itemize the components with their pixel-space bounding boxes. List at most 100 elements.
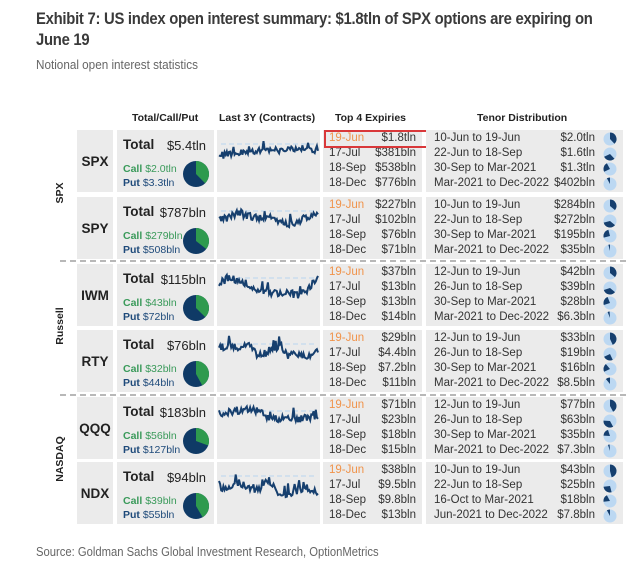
tenor-pie-slice xyxy=(605,377,610,384)
tenor-pie-slice xyxy=(603,363,610,372)
tenor-value: $16bln xyxy=(560,362,595,374)
expiry-value: $7.2bln xyxy=(378,362,416,374)
tenor-value: $2.0tln xyxy=(560,132,595,144)
sparkline-chart xyxy=(218,207,319,229)
call-line: Call $32bln xyxy=(123,363,177,375)
tenor-share-pie xyxy=(603,229,617,243)
sparkline-cell xyxy=(217,462,320,524)
sparkline-chart xyxy=(218,272,319,300)
tenor-share-pie xyxy=(603,464,617,478)
call-label: Call xyxy=(123,297,143,309)
tenor-range: 12-Jun to 19-Jun xyxy=(434,332,521,344)
tenor-value: $1.3tln xyxy=(560,162,595,174)
put-label: Put xyxy=(123,177,140,189)
expiry-row: 18-Sep $18bln xyxy=(329,429,416,443)
tenor-share-pie xyxy=(603,132,617,146)
tenor-range: 26-Jun to 18-Sep xyxy=(434,281,523,293)
tenor-pie-slice xyxy=(606,177,610,184)
call-label: Call xyxy=(123,163,143,175)
tenor-value: $18bln xyxy=(560,494,595,506)
expiry-value: $9.5bln xyxy=(378,479,416,491)
pie-call-slice xyxy=(196,161,210,184)
tenor-row: Mar-2021 to Dec-2022 $8.5bln xyxy=(434,377,617,391)
tenor-value: $33bln xyxy=(560,332,595,344)
total-label: Total xyxy=(123,271,155,286)
expiry-value: $23bln xyxy=(381,414,416,426)
tenor-value: $195bln xyxy=(554,229,595,241)
tenor-pie-slice xyxy=(603,420,614,428)
call-value: $32bln xyxy=(145,363,177,375)
call-label: Call xyxy=(123,230,143,242)
tenor-pie-slice xyxy=(607,444,610,451)
tenor-range: 22-Jun to 18-Sep xyxy=(434,479,523,491)
tenor-share-pie xyxy=(603,377,617,391)
pie-call-slice xyxy=(196,428,209,446)
tenor-range: 10-Jun to 19-Jun xyxy=(434,199,521,211)
top-expiries-cell: 19-Jun $38bln 17-Jul $9.5bln 18-Sep $9.8… xyxy=(323,462,422,524)
expiry-row: 18-Sep $76bln xyxy=(329,229,416,243)
total-call-put-cell: Total $183bln Call $56bln Put $127bln xyxy=(117,397,214,459)
tenor-value: $43bln xyxy=(560,464,595,476)
tenor-row: 26-Jun to 18-Sep $39bln xyxy=(434,281,617,295)
total-call-put-cell: Total $76bln Call $32bln Put $44bln xyxy=(117,330,214,392)
tenor-row: 30-Sep to Mar-2021 $35bln xyxy=(434,429,617,443)
tenor-value: $272bln xyxy=(554,214,595,226)
tenor-row: 22-Jun to 18-Sep $1.6tln xyxy=(434,147,617,161)
tenor-range: 30-Sep to Mar-2021 xyxy=(434,429,537,441)
tenor-share-pie xyxy=(603,509,617,523)
put-label: Put xyxy=(123,311,140,323)
sparkline-chart xyxy=(218,140,319,160)
call-put-pie-chart xyxy=(183,295,209,321)
tenor-share-pie xyxy=(603,444,617,458)
tenor-share-pie xyxy=(603,296,617,310)
expiry-value: $776bln xyxy=(375,177,416,189)
group-label-nasdaq: NASDAQ xyxy=(54,436,66,482)
tenor-value: $25bln xyxy=(560,479,595,491)
group-separator xyxy=(60,260,626,262)
tenor-share-pie xyxy=(603,347,617,361)
group-separator xyxy=(60,394,626,396)
tenor-row: 22-Jun to 18-Sep $25bln xyxy=(434,479,617,493)
tenor-range: Mar-2021 to Dec-2022 xyxy=(434,311,550,323)
put-value: $127bln xyxy=(142,444,181,456)
sparkline-series xyxy=(218,335,319,361)
tenor-value: $1.6tln xyxy=(560,147,595,159)
tenor-row: Mar-2021 to Dec-2022 $35bln xyxy=(434,244,617,258)
tenor-share-pie xyxy=(603,266,617,280)
tenor-value: $7.3bln xyxy=(557,444,595,456)
expiry-date: 19-Jun xyxy=(329,199,365,211)
expiry-date: 18-Sep xyxy=(329,296,367,308)
tenor-share-pie xyxy=(603,429,617,443)
tenor-row: 10-Jun to 19-Jun $284bln xyxy=(434,199,617,213)
tenor-value: $42bln xyxy=(560,266,595,278)
expiry-row: 19-Jun $71bln xyxy=(329,399,416,413)
tenor-share-pie xyxy=(603,177,617,191)
tenor-share-pie xyxy=(603,414,617,428)
expiry-row: 18-Dec $11bln xyxy=(329,377,416,391)
call-label: Call xyxy=(123,363,143,375)
expiry-date: 18-Sep xyxy=(329,162,367,174)
tenor-share-pie xyxy=(603,199,617,213)
tenor-range: 30-Sep to Mar-2021 xyxy=(434,229,537,241)
expiry-value: $14bln xyxy=(381,311,416,323)
expiry-row: 17-Jul $23bln xyxy=(329,414,416,428)
tenor-range: Mar-2021 to Dec-2022 xyxy=(434,444,550,456)
top-expiries-cell: 19-Jun $37bln 17-Jul $13bln 18-Sep $13bl… xyxy=(323,264,422,326)
tenor-row: 26-Jun to 18-Sep $63bln xyxy=(434,414,617,428)
source-note: Source: Goldman Sachs Global Investment … xyxy=(36,545,379,559)
expiry-row: 18-Sep $13bln xyxy=(329,296,416,310)
expiry-value: $1.8tln xyxy=(381,132,416,144)
expiry-date: 17-Jul xyxy=(329,281,361,293)
expiry-date: 17-Jul xyxy=(329,479,361,491)
column-header-tenor-distribution: Tenor Distribution xyxy=(477,112,568,124)
tenor-range: 16-Oct to Mar-2021 xyxy=(434,494,534,506)
tenor-row: 12-Jun to 19-Jun $33bln xyxy=(434,332,617,346)
tenor-distribution-cell: 10-Jun to 19-Jun $2.0tln 22-Jun to 18-Se… xyxy=(426,130,623,192)
tenor-range: 10-Jun to 19-Jun xyxy=(434,464,521,476)
expiry-date: 17-Jul xyxy=(329,347,361,359)
expiry-value: $37bln xyxy=(381,266,416,278)
total-label: Total xyxy=(123,204,155,219)
expiry-date: 17-Jul xyxy=(329,147,361,159)
tenor-row: Mar-2021 to Dec-2022 $7.3bln xyxy=(434,444,617,458)
pie-call-slice xyxy=(196,295,209,318)
